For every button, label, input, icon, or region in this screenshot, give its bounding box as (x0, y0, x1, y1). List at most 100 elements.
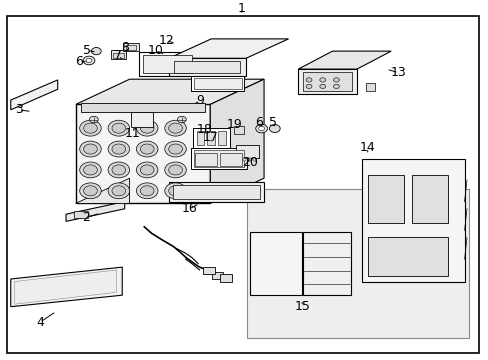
Bar (411, 175, 447, 223)
Circle shape (164, 162, 186, 178)
Bar (193, 128, 229, 148)
Bar (131, 112, 153, 127)
Text: 18: 18 (196, 123, 212, 136)
Bar (238, 158, 241, 161)
Circle shape (83, 186, 97, 196)
Circle shape (108, 183, 129, 199)
Text: 3: 3 (15, 103, 22, 116)
Bar (247, 158, 251, 161)
Bar (126, 45, 136, 50)
Circle shape (80, 183, 101, 199)
Circle shape (140, 123, 154, 133)
Circle shape (140, 165, 154, 175)
Text: 16: 16 (182, 202, 197, 215)
Bar (123, 43, 139, 51)
Bar (196, 131, 204, 145)
Circle shape (255, 124, 267, 133)
Text: 20: 20 (242, 156, 258, 169)
Circle shape (168, 144, 182, 154)
Bar (218, 131, 225, 145)
Polygon shape (11, 80, 58, 110)
Text: 14: 14 (359, 141, 375, 154)
Text: 12: 12 (158, 34, 174, 47)
Bar (81, 103, 205, 112)
Circle shape (83, 123, 97, 133)
Text: 13: 13 (390, 66, 406, 79)
Circle shape (89, 116, 98, 123)
Circle shape (168, 186, 182, 196)
Bar (142, 55, 191, 73)
Circle shape (164, 183, 186, 199)
Bar (303, 72, 351, 91)
Bar (111, 50, 126, 59)
Polygon shape (303, 232, 350, 295)
Bar (76, 104, 210, 203)
Bar (203, 267, 215, 274)
Bar (298, 69, 356, 94)
Text: 17: 17 (202, 131, 218, 144)
Circle shape (269, 125, 280, 132)
Circle shape (83, 56, 95, 65)
Circle shape (112, 165, 125, 175)
Text: 2: 2 (81, 211, 89, 224)
Bar (246, 189, 468, 338)
Text: 15: 15 (294, 300, 309, 313)
Bar (252, 158, 256, 161)
Circle shape (164, 141, 186, 157)
Circle shape (168, 165, 182, 175)
Circle shape (91, 48, 101, 55)
Bar (190, 76, 244, 91)
Circle shape (319, 84, 325, 89)
Bar (233, 126, 243, 134)
Text: 9: 9 (196, 94, 204, 107)
Circle shape (83, 144, 97, 154)
Polygon shape (298, 51, 390, 69)
Text: 8: 8 (121, 41, 129, 54)
Text: 5: 5 (268, 116, 276, 129)
Circle shape (140, 186, 154, 196)
Circle shape (108, 141, 129, 157)
Bar (250, 232, 301, 295)
Polygon shape (168, 39, 288, 58)
Polygon shape (76, 79, 264, 104)
Circle shape (112, 144, 125, 154)
Polygon shape (76, 178, 129, 203)
Circle shape (86, 58, 92, 63)
Circle shape (136, 183, 158, 199)
Text: 6: 6 (75, 55, 83, 68)
Bar (367, 175, 404, 223)
Bar (195, 153, 217, 166)
Circle shape (305, 84, 311, 89)
Circle shape (112, 123, 125, 133)
Bar (243, 158, 246, 161)
Circle shape (108, 162, 129, 178)
Text: 6: 6 (255, 116, 263, 129)
Circle shape (319, 78, 325, 82)
Bar (139, 52, 195, 76)
Bar (367, 237, 447, 276)
Bar (365, 83, 374, 91)
Circle shape (80, 162, 101, 178)
Bar (190, 148, 246, 169)
Circle shape (168, 123, 182, 133)
Bar (168, 182, 264, 202)
Polygon shape (66, 202, 124, 221)
Bar (220, 274, 231, 282)
Bar (174, 61, 240, 73)
Circle shape (80, 120, 101, 136)
Bar (172, 185, 259, 199)
Circle shape (333, 84, 339, 89)
Circle shape (80, 141, 101, 157)
Bar (207, 131, 215, 145)
Text: 5: 5 (83, 44, 91, 57)
Text: 11: 11 (125, 127, 141, 140)
Circle shape (136, 120, 158, 136)
Polygon shape (361, 159, 464, 282)
Text: 7: 7 (114, 49, 122, 62)
Bar (168, 58, 245, 76)
Bar (193, 150, 244, 167)
Circle shape (258, 126, 264, 131)
Text: 19: 19 (226, 118, 242, 131)
Circle shape (112, 186, 125, 196)
Text: 1: 1 (237, 3, 245, 15)
